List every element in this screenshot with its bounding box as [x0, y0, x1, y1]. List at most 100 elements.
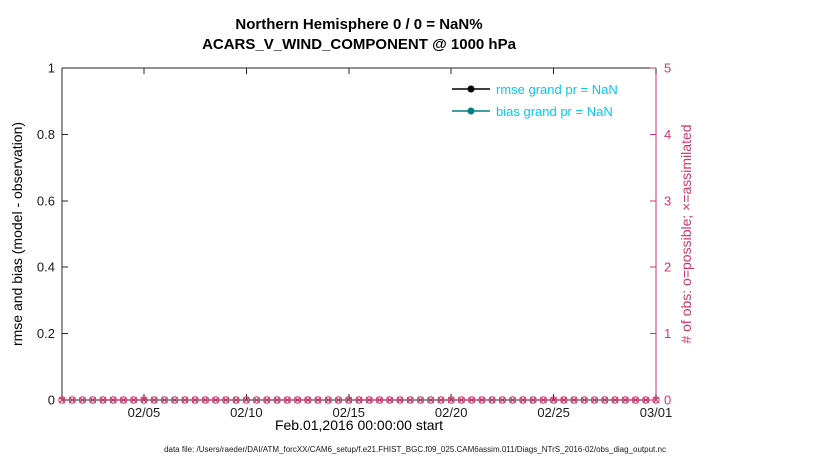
chart-title: Northern Hemisphere 0 / 0 = NaN% ACARS_V…	[62, 15, 656, 55]
obs-possible-marker	[447, 396, 455, 404]
obs-possible-marker	[580, 396, 589, 404]
obs-possible-marker	[283, 396, 292, 404]
y-right-tick-label: 1	[664, 326, 671, 341]
obs-possible-marker	[406, 396, 414, 404]
obs-possible-marker	[222, 396, 230, 404]
y-right-tick-label: 0	[664, 393, 671, 408]
obs-assimilated-marker	[560, 396, 568, 404]
obs-assimilated-marker	[621, 396, 629, 404]
obs-assimilated-marker	[294, 396, 301, 404]
obs-possible-marker	[99, 396, 107, 404]
obs-assimilated-marker	[550, 396, 557, 404]
obs-possible-marker	[170, 396, 179, 404]
obs-possible-marker	[365, 396, 373, 404]
obs-assimilated-marker	[437, 396, 445, 404]
x-tick-label: 02/15	[332, 405, 365, 420]
obs-possible-marker	[652, 396, 660, 404]
obs-assimilated-marker	[611, 396, 619, 404]
obs-possible-marker	[201, 396, 210, 404]
obs-assimilated-marker	[396, 396, 404, 404]
obs-possible-marker	[467, 396, 476, 404]
y-left-tick-label: 0.8	[37, 127, 55, 142]
obs-assimilated-marker	[478, 396, 486, 404]
obs-possible-marker	[355, 396, 363, 404]
obs-assimilated-marker	[130, 396, 138, 404]
obs-assimilated-marker	[253, 396, 260, 404]
obs-assimilated-marker	[181, 396, 189, 404]
obs-possible-marker	[539, 396, 548, 404]
obs-assimilated-marker	[202, 396, 209, 404]
obs-assimilated-marker	[529, 396, 537, 404]
obs-assimilated-marker	[68, 396, 76, 404]
obs-possible-marker	[150, 396, 158, 404]
obs-assimilated-marker	[580, 396, 588, 404]
obs-possible-marker	[293, 396, 302, 404]
obs-possible-marker	[119, 396, 128, 404]
obs-possible-marker	[529, 396, 537, 404]
obs-assimilated-marker	[406, 396, 414, 404]
chart-title-line1: Northern Hemisphere 0 / 0 = NaN%	[235, 16, 483, 33]
obs-assimilated-marker	[570, 396, 578, 404]
obs-assimilated-marker	[150, 396, 158, 404]
obs-possible-marker	[252, 396, 261, 404]
obs-assimilated-marker	[89, 396, 97, 404]
obs-assimilated-marker	[314, 396, 322, 404]
obs-assimilated-marker	[458, 396, 465, 404]
obs-possible-marker	[560, 396, 568, 404]
obs-assimilated-marker	[283, 396, 291, 404]
y-right-tick-label: 4	[664, 127, 671, 142]
obs-assimilated-marker	[519, 396, 527, 404]
legend-bias-marker-icon	[452, 107, 490, 115]
y-left-tick-label: 0.2	[37, 326, 55, 341]
obs-possible-marker	[242, 396, 251, 404]
obs-assimilated-marker	[109, 396, 117, 404]
obs-assimilated-marker	[591, 396, 598, 404]
obs-possible-marker	[273, 396, 281, 404]
obs-assimilated-marker	[376, 396, 383, 404]
obs-assimilated-marker	[263, 396, 271, 404]
obs-possible-marker	[621, 396, 629, 404]
obs-possible-marker	[140, 396, 148, 404]
obs-assimilated-marker	[304, 396, 312, 404]
x-tick-label: 02/05	[128, 405, 161, 420]
obs-possible-marker	[386, 396, 394, 404]
obs-possible-marker	[611, 396, 619, 404]
obs-possible-marker	[345, 396, 353, 404]
obs-assimilated-marker	[509, 396, 516, 404]
obs-assimilated-marker	[273, 396, 281, 404]
obs-possible-marker	[549, 396, 558, 404]
obs-possible-marker	[191, 396, 199, 404]
obs-possible-marker	[590, 396, 599, 404]
obs-possible-marker	[396, 396, 404, 404]
obs-possible-marker	[508, 396, 517, 404]
obs-assimilated-marker	[355, 396, 363, 404]
obs-assimilated-marker	[488, 396, 496, 404]
x-tick-label: 02/20	[435, 405, 468, 420]
obs-possible-marker	[375, 396, 384, 404]
obs-possible-marker	[426, 396, 435, 404]
obs-assimilated-marker	[652, 396, 660, 404]
chart-title-line2: ACARS_V_WIND_COMPONENT @ 1000 hPa	[202, 36, 516, 53]
obs-possible-marker	[498, 396, 507, 404]
obs-possible-marker	[601, 396, 609, 404]
obs-possible-marker	[109, 396, 117, 404]
obs-possible-marker	[437, 396, 445, 404]
obs-assimilated-marker	[468, 396, 476, 404]
obs-assimilated-marker	[171, 396, 179, 404]
obs-possible-marker	[304, 396, 312, 404]
x-tick-label: 02/10	[230, 405, 263, 420]
obs-possible-marker	[570, 396, 578, 404]
obs-possible-marker	[416, 396, 425, 404]
obs-possible-marker	[211, 396, 220, 404]
obs-assimilated-marker	[427, 396, 435, 404]
obs-assimilated-marker	[242, 396, 250, 404]
legend-entry-bias: bias grand pr = NaN	[452, 100, 618, 122]
y-right-tick-label: 2	[664, 260, 671, 275]
legend-rmse-marker-icon	[452, 85, 490, 93]
obs-possible-marker	[89, 396, 97, 404]
obs-possible-marker	[129, 396, 138, 404]
obs-assimilated-marker	[417, 396, 424, 404]
obs-possible-marker	[334, 396, 343, 404]
obs-assimilated-marker	[232, 396, 240, 404]
